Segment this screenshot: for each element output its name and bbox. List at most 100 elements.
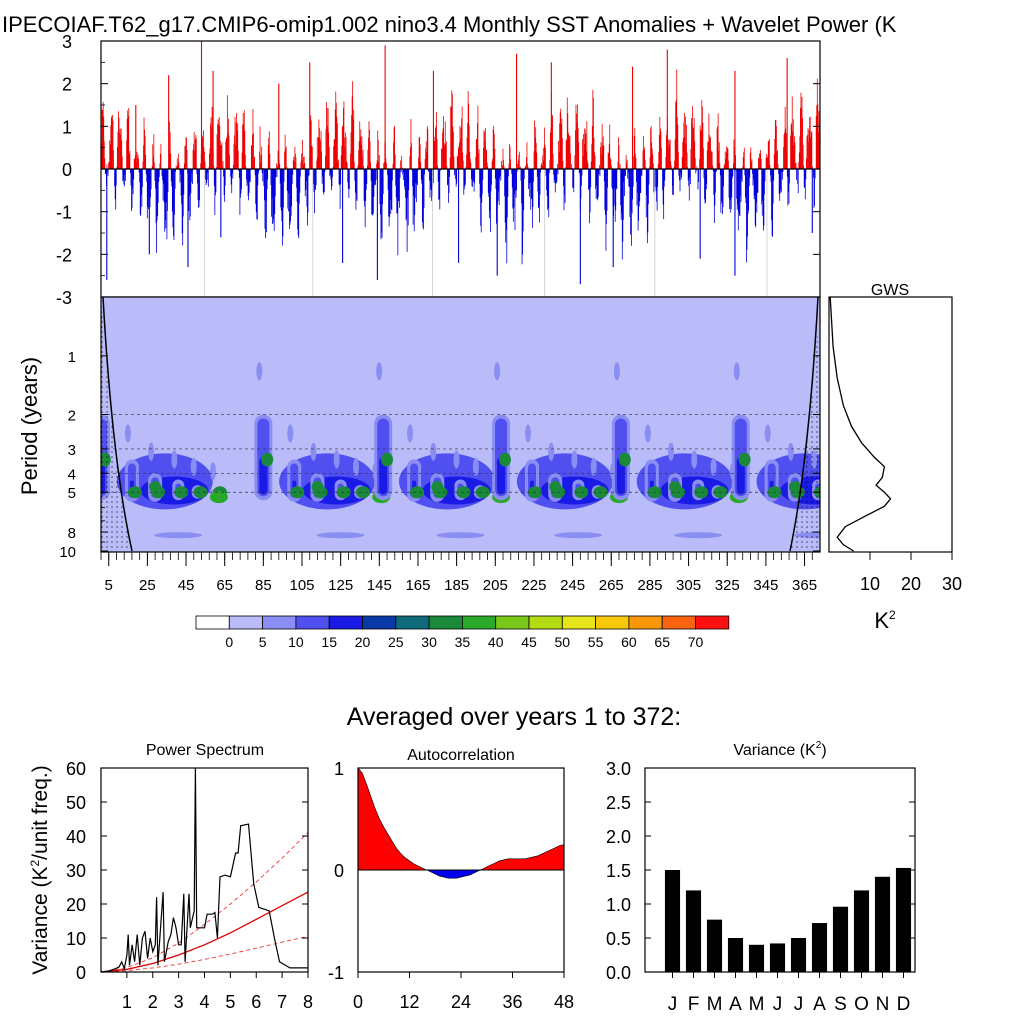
- gws-panel: GWS 10 20 30 K2: [828, 282, 962, 633]
- spectrum-series-red-dash-upper: [100, 832, 309, 973]
- x-tick-label: 45: [178, 577, 195, 594]
- power-contour-wisp: [691, 450, 698, 469]
- colorbar-cell: [195, 615, 230, 630]
- x-tick-label: 265: [599, 577, 624, 594]
- x-tick-label: 5: [105, 577, 113, 594]
- x-tick-label: 0: [353, 992, 363, 1012]
- spectrum-series-black: [100, 767, 308, 973]
- power-contour-peak: [669, 480, 682, 493]
- power-contour-wisp: [733, 362, 740, 381]
- variance-bar-N: [874, 876, 891, 972]
- x-tick-label: 3: [174, 992, 184, 1012]
- coi-line-right: [789, 297, 819, 552]
- y-tick-label: 0: [62, 160, 72, 180]
- colorbar-cell: [362, 615, 397, 630]
- y-tick-label: -3: [56, 288, 72, 308]
- variance-bar-A: [811, 923, 828, 972]
- power-contour-peak: [618, 452, 631, 467]
- x-tick-label: 85: [255, 577, 272, 594]
- figure-title: IPECOIAF.T62_g17.CMIP6-omip1.002 nino3.4…: [2, 12, 897, 37]
- x-tick-label: 12: [399, 992, 419, 1012]
- y-tick-label: 4: [68, 466, 76, 483]
- variance-bar-S: [832, 906, 849, 972]
- variance-bar-D: [895, 867, 912, 972]
- colorbar-label: 70: [688, 634, 704, 650]
- colorbar-cell: [528, 615, 563, 630]
- x-tick-label: 345: [753, 577, 778, 594]
- colorbar-cell: [328, 615, 363, 630]
- power-contour-wisp: [613, 362, 620, 381]
- power-contour-wisp: [850, 462, 856, 480]
- power-contour-peak: [311, 480, 324, 493]
- colorbar-label: 25: [388, 634, 404, 650]
- x-tick-label: 8: [303, 992, 313, 1012]
- anomaly-bars: [101, 41, 820, 297]
- colorbar-cell: [495, 615, 530, 630]
- variance-bar-J: [790, 938, 807, 972]
- power-contour-wisp: [453, 450, 460, 469]
- x-tick-label: 365: [792, 577, 817, 594]
- x-tick-label: 285: [637, 577, 662, 594]
- x-tick-label: 25: [139, 577, 156, 594]
- power-contour-wisp: [352, 457, 359, 476]
- y-tick-label: 60: [66, 759, 86, 779]
- x-tick-label: 7: [277, 992, 287, 1012]
- x-tick-label: J: [668, 994, 678, 1015]
- power-contour-peak: [381, 452, 394, 467]
- spectrum-title: Power Spectrum: [146, 742, 264, 759]
- x-tick-label: M: [749, 994, 765, 1015]
- y-tick-label: 50: [66, 793, 86, 813]
- anomaly-panel: 3 2 1 0 -1 -2 -3: [56, 32, 821, 308]
- colorbar-cell: [262, 615, 297, 630]
- colorbar-label: 20: [355, 634, 371, 650]
- power-contour-wisp: [494, 362, 501, 381]
- power-contour-wisp: [644, 424, 651, 443]
- power-contour-wisp: [548, 442, 555, 461]
- y-tick-label: 0.0: [606, 963, 631, 983]
- autocorr-negative-area: [358, 870, 564, 879]
- power-contour-wisp: [787, 442, 794, 461]
- power-contour-wisp: [710, 457, 717, 476]
- variance-bar-O: [853, 890, 870, 972]
- x-tick-label: O: [854, 994, 869, 1015]
- colorbar-cell: [428, 615, 463, 630]
- gws-frame: [828, 296, 953, 553]
- wavelet-y-axis: 1 2 3 4 5 8 10: [59, 349, 820, 561]
- y-tick-label: 2: [68, 408, 76, 425]
- colorbar-label: 30: [421, 634, 437, 650]
- power-contour-wisp: [830, 458, 836, 476]
- y-tick-label: 2.5: [606, 793, 631, 813]
- variance-bar-A: [727, 938, 744, 972]
- colorbar-label: 60: [621, 634, 637, 650]
- colorbar-cell: [661, 615, 696, 630]
- x-tick-label: 145: [367, 577, 392, 594]
- x-tick-label: 185: [444, 577, 469, 594]
- gws-line: [829, 296, 892, 552]
- y-tick-label: 0.5: [606, 929, 631, 949]
- anomaly-y-axis: 3 2 1 0 -1 -2 -3: [56, 32, 820, 308]
- colorbar-label: 55: [588, 634, 604, 650]
- wavelet-background: [101, 297, 820, 552]
- y-tick-label: 30: [66, 861, 86, 881]
- power-contour-low: [674, 532, 723, 539]
- x-tick-label: F: [688, 994, 700, 1015]
- colorbar-label: 65: [654, 634, 670, 650]
- x-tick-label: J: [773, 994, 783, 1015]
- x-tick-label: 20: [901, 574, 921, 594]
- power-contour-wisp: [124, 424, 131, 443]
- power-contour-peak: [475, 486, 490, 499]
- power-contour-wisp: [376, 362, 383, 381]
- variance-bar-M: [706, 919, 723, 972]
- colorbar-cell: [695, 615, 730, 630]
- x-tick-label: S: [834, 994, 847, 1015]
- x-tick-label: D: [897, 994, 911, 1015]
- spectrum-ylabel: Variance (K2/unit freq.): [28, 765, 52, 974]
- power-contour-wisp: [571, 450, 578, 469]
- y-tick-label: -1: [328, 963, 344, 983]
- variance-y-axis: 3.0 2.5 2.0 1.5 1.0 0.5 0.0: [606, 759, 915, 983]
- power-contour-wisp: [190, 457, 197, 476]
- power-contour-finger: [834, 489, 840, 495]
- y-tick-label: 1: [334, 759, 344, 779]
- gws-title: GWS: [871, 282, 909, 299]
